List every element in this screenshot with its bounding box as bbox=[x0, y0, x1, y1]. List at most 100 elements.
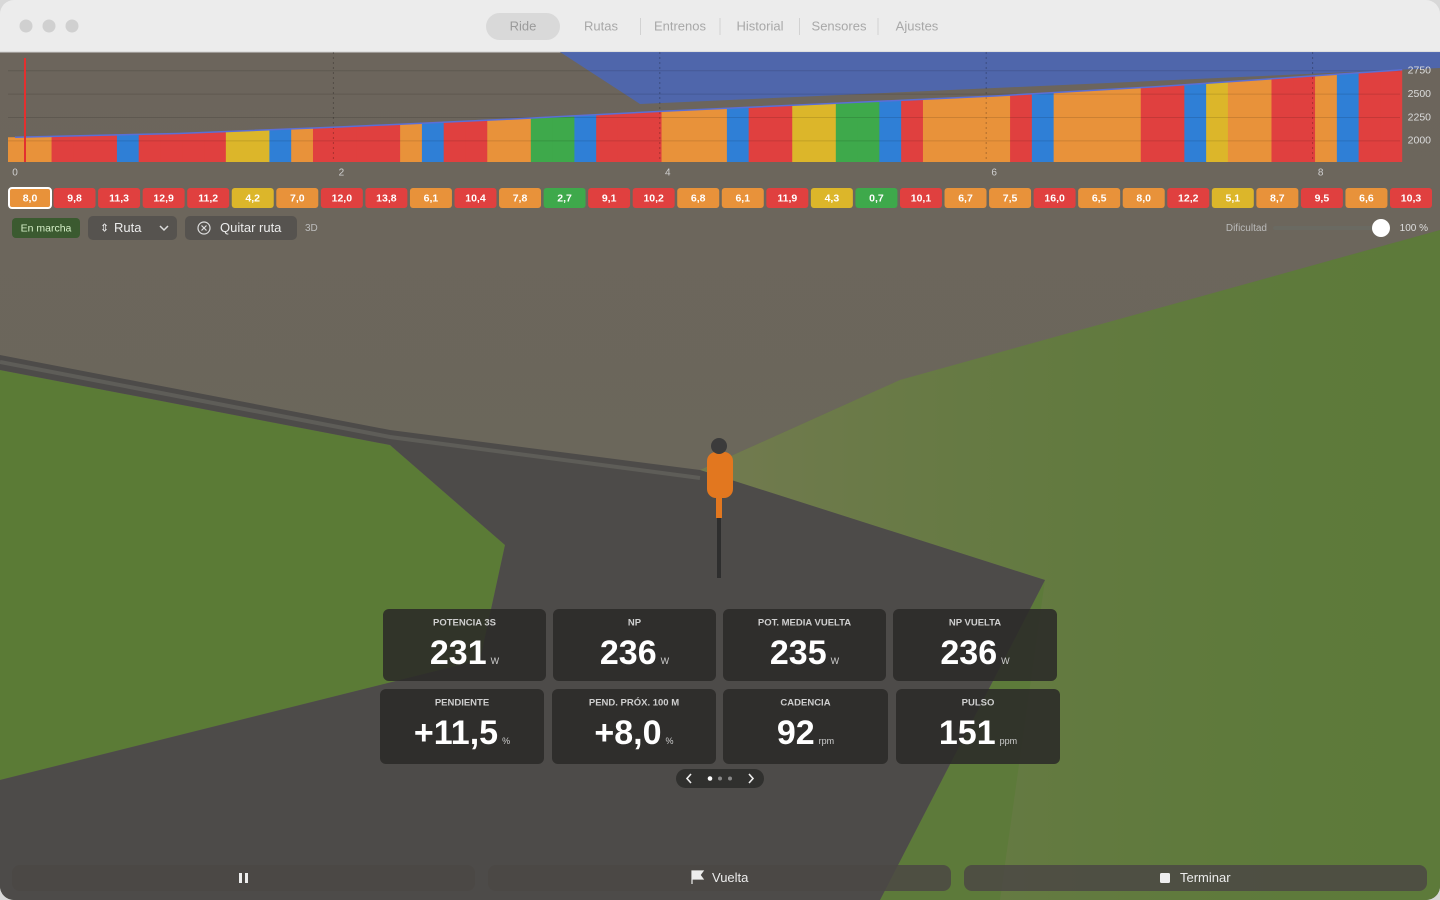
grade-chip[interactable] bbox=[766, 188, 809, 208]
grade-chip[interactable] bbox=[365, 188, 408, 208]
grade-chip[interactable] bbox=[1078, 188, 1121, 208]
metric-unit: W bbox=[661, 656, 670, 666]
grade-chip-label: 11,2 bbox=[198, 192, 218, 204]
scene-fog bbox=[700, 230, 1440, 900]
flag-icon bbox=[691, 870, 705, 884]
y-tick-label: 2000 bbox=[1408, 135, 1432, 147]
grade-chip[interactable] bbox=[810, 188, 853, 208]
pager-next[interactable] bbox=[748, 773, 755, 784]
grade-chip[interactable] bbox=[8, 187, 52, 209]
metric-label: POTENCIA 3S bbox=[433, 618, 496, 629]
profile-stripe bbox=[1119, 69, 1142, 162]
grade-chip[interactable] bbox=[1033, 188, 1076, 208]
grade-chip[interactable] bbox=[499, 188, 542, 208]
grade-chip[interactable] bbox=[142, 188, 185, 208]
grade-chip[interactable] bbox=[1167, 188, 1210, 208]
metric-value: 151 bbox=[939, 714, 996, 752]
grade-chip[interactable] bbox=[677, 188, 720, 208]
metric-unit: % bbox=[502, 736, 510, 746]
tab[interactable]: Rutas bbox=[584, 18, 618, 33]
grade-chip[interactable] bbox=[231, 188, 274, 208]
grade-chip-label: 6,5 bbox=[1092, 192, 1107, 204]
grade-chip[interactable] bbox=[989, 188, 1032, 208]
stop-icon bbox=[1160, 873, 1170, 883]
profile-stripe bbox=[1336, 69, 1360, 162]
y-tick-label: 2500 bbox=[1408, 88, 1432, 100]
remove-route-button[interactable] bbox=[185, 216, 297, 240]
grade-chip-label: 4,2 bbox=[245, 192, 260, 204]
zoom-button[interactable] bbox=[65, 19, 79, 33]
tab[interactable]: Ajustes bbox=[896, 18, 939, 33]
status-text: En marcha bbox=[21, 222, 72, 234]
close-button[interactable] bbox=[19, 19, 33, 33]
metric-readout: +11,5% bbox=[414, 714, 510, 752]
metric-readout: +8,0% bbox=[594, 714, 673, 752]
grade-chip-label: 10,2 bbox=[643, 192, 664, 204]
x-tick-label: 0 bbox=[12, 168, 18, 179]
grade-chip[interactable] bbox=[1390, 188, 1432, 208]
metric-tile bbox=[383, 609, 546, 681]
metric-unit: W bbox=[491, 656, 500, 666]
grade-chip-label: 6,1 bbox=[424, 192, 439, 204]
tab[interactable]: Sensores bbox=[812, 18, 867, 33]
grade-chip-label: 10,3 bbox=[1401, 192, 1422, 204]
minimize-button[interactable] bbox=[42, 19, 56, 33]
tab[interactable]: Historial bbox=[737, 18, 784, 33]
grade-segments: 8,0 9,8 11,3 12,9 11,2 4,2 7,0 12,0 13,8 6,1 10,4 7… bbox=[8, 187, 1432, 209]
action-bar: Vuelta Terminar bbox=[12, 865, 1427, 891]
grade-chip[interactable] bbox=[53, 188, 96, 208]
profile-stripe bbox=[1184, 69, 1207, 162]
view-mode-toggle[interactable]: 3D bbox=[305, 223, 318, 234]
grade-chip[interactable] bbox=[454, 188, 497, 208]
tab[interactable]: Ride bbox=[510, 18, 537, 33]
grade-chip[interactable] bbox=[543, 188, 586, 208]
grade-chip[interactable] bbox=[855, 188, 898, 208]
grade-chip[interactable] bbox=[276, 188, 319, 208]
pause-button[interactable] bbox=[12, 865, 475, 891]
difficulty-slider[interactable] bbox=[1372, 219, 1390, 237]
grade-chip[interactable] bbox=[1211, 188, 1254, 208]
grade-chip[interactable] bbox=[1300, 188, 1343, 208]
grade-chip[interactable] bbox=[721, 188, 764, 208]
route-menu[interactable] bbox=[88, 216, 177, 240]
metric-readout: 231 W bbox=[430, 634, 500, 672]
grade-chip-label: 11,9 bbox=[777, 192, 797, 204]
grade-chip[interactable] bbox=[1256, 188, 1299, 208]
cyclist bbox=[707, 438, 733, 578]
metric-label: NP bbox=[628, 618, 642, 629]
metric-unit: W bbox=[831, 656, 840, 666]
profile-stripe bbox=[1380, 69, 1403, 162]
grade-chip[interactable] bbox=[899, 188, 942, 208]
metric-unit: W bbox=[1001, 656, 1010, 666]
status-badge bbox=[12, 218, 80, 238]
profile-stripe bbox=[1206, 69, 1229, 162]
route-menu-label: Ruta bbox=[114, 220, 142, 235]
metric-tile bbox=[723, 609, 886, 681]
grade-chip-label: 12,9 bbox=[153, 192, 174, 204]
grade-chip[interactable] bbox=[98, 188, 141, 208]
remove-icon bbox=[197, 221, 211, 235]
grade-chip[interactable] bbox=[944, 188, 987, 208]
grade-chip-label: 10,1 bbox=[911, 192, 932, 204]
pager-prev[interactable] bbox=[685, 773, 692, 784]
grade-chip-label: 4,3 bbox=[825, 192, 840, 204]
grade-chip[interactable] bbox=[632, 188, 675, 208]
grade-chip-label: 0,7 bbox=[869, 192, 884, 204]
lap-button[interactable] bbox=[488, 865, 951, 891]
grade-chip[interactable] bbox=[320, 188, 363, 208]
pause-icon bbox=[239, 873, 242, 883]
sky-mountain bbox=[560, 52, 1440, 104]
grade-chip-label: 8,7 bbox=[1270, 192, 1285, 204]
difficulty-value: 100 % bbox=[1400, 223, 1428, 234]
metric-tiles: POTENCIA 3S 231 W NP 236 W POT. MEDIA VUELTA 23… bbox=[380, 609, 1060, 764]
grade-chip[interactable] bbox=[1122, 188, 1165, 208]
grade-chip[interactable] bbox=[187, 188, 230, 208]
finish-button[interactable] bbox=[964, 865, 1427, 891]
grade-chip[interactable] bbox=[1345, 188, 1388, 208]
tab[interactable]: Entrenos bbox=[654, 18, 707, 33]
pager-dot bbox=[728, 776, 732, 781]
grade-chip[interactable] bbox=[409, 188, 452, 208]
metric-tile bbox=[896, 689, 1060, 764]
metric-readout: 235 W bbox=[770, 634, 840, 672]
grade-chip[interactable] bbox=[588, 188, 631, 208]
